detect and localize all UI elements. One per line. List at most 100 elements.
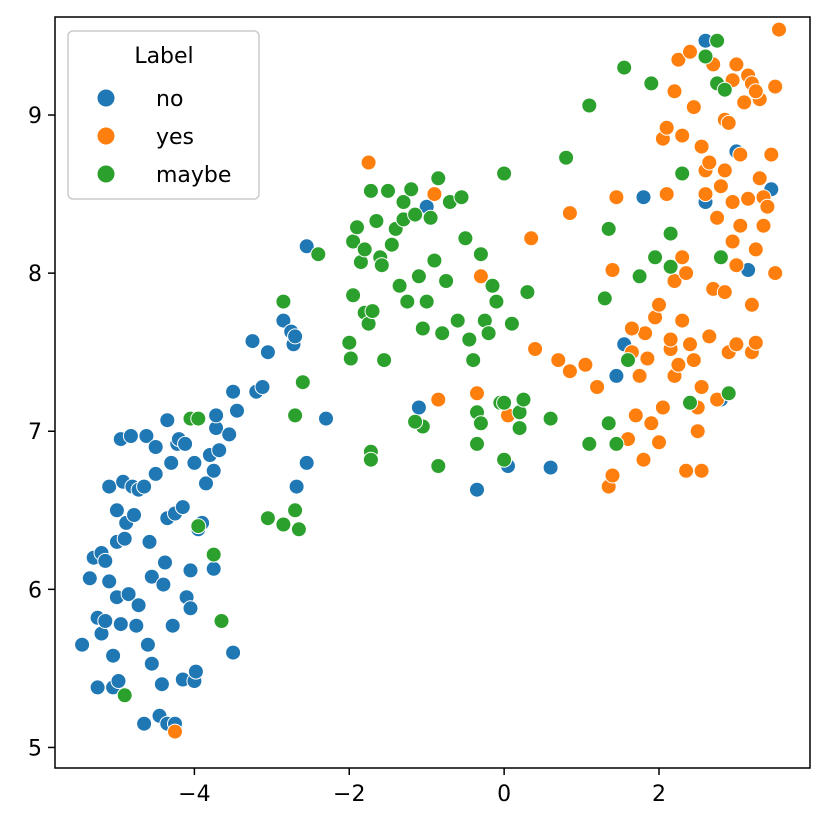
point-maybe-16 — [345, 287, 362, 304]
point-no-69 — [221, 426, 238, 443]
point-no-82 — [298, 238, 315, 255]
point-yes-3 — [430, 391, 447, 408]
point-yes-53 — [716, 284, 733, 301]
x-tick-label: −2 — [333, 782, 365, 807]
point-no-22 — [120, 586, 137, 603]
point-maybe-39 — [414, 320, 431, 337]
point-yes-62 — [736, 94, 753, 111]
point-no-9 — [101, 478, 118, 495]
point-yes-20 — [627, 407, 644, 424]
point-maybe-51 — [465, 352, 482, 369]
legend-marker-maybe — [96, 164, 116, 184]
point-maybe-5 — [213, 613, 230, 629]
point-yes-61 — [732, 146, 749, 163]
point-no-32 — [139, 636, 156, 653]
point-maybe-37 — [407, 206, 424, 223]
point-maybe-6 — [259, 510, 276, 527]
point-no-75 — [254, 379, 271, 395]
point-yes-76 — [771, 21, 787, 38]
point-maybe-47 — [449, 312, 466, 329]
point-no-23 — [122, 428, 139, 444]
point-maybe-93 — [496, 451, 513, 468]
point-maybe-18 — [349, 219, 365, 236]
point-maybe-48 — [453, 189, 470, 206]
point-yes-67 — [747, 334, 764, 351]
point-no-77 — [275, 312, 292, 329]
point-yes-79 — [674, 127, 691, 144]
point-no-40 — [155, 576, 172, 593]
point-no-67 — [208, 407, 225, 424]
point-yes-21 — [631, 367, 648, 384]
point-maybe-83 — [697, 48, 714, 65]
point-maybe-41 — [422, 209, 439, 226]
point-yes-81 — [682, 43, 698, 60]
point-maybe-9 — [287, 502, 304, 519]
plot-frame — [54, 16, 811, 769]
point-no-29 — [136, 715, 153, 732]
point-yes-82 — [693, 138, 710, 155]
point-yes-11 — [561, 205, 578, 222]
point-yes-68 — [747, 241, 764, 258]
point-maybe-87 — [716, 81, 733, 98]
point-yes-93 — [720, 114, 737, 131]
point-yes-31 — [658, 119, 675, 136]
point-maybe-95 — [362, 451, 379, 468]
point-no-37 — [147, 465, 164, 482]
point-no-10 — [101, 573, 118, 590]
point-yes-89 — [751, 170, 768, 187]
x-tick-label: 2 — [652, 782, 666, 807]
point-yes-56 — [724, 233, 741, 250]
point-no-64 — [205, 462, 222, 479]
point-maybe-62 — [511, 420, 528, 437]
point-no-27 — [130, 597, 147, 614]
point-maybe-85 — [709, 32, 726, 49]
point-maybe-67 — [558, 149, 575, 166]
point-maybe-74 — [616, 59, 633, 76]
point-no-86 — [410, 399, 427, 416]
point-maybe-92 — [469, 435, 485, 452]
point-no-72 — [229, 402, 245, 419]
point-maybe-77 — [643, 75, 660, 92]
points-layer — [74, 21, 787, 740]
point-maybe-13 — [310, 246, 327, 263]
point-maybe-3 — [190, 410, 207, 427]
point-maybe-70 — [596, 290, 613, 307]
point-yes-48 — [701, 328, 718, 345]
point-maybe-88 — [720, 385, 737, 402]
point-maybe-8 — [275, 293, 292, 310]
point-no-0 — [74, 636, 91, 653]
point-maybe-78 — [647, 249, 664, 266]
point-no-84 — [318, 410, 334, 427]
point-yes-12 — [577, 356, 594, 373]
point-yes-15 — [604, 467, 621, 484]
point-yes-10 — [561, 363, 578, 380]
point-yes-73 — [763, 146, 780, 163]
point-yes-25 — [643, 415, 660, 432]
point-yes-29 — [654, 399, 671, 416]
legend-label-no: no — [156, 87, 183, 112]
point-maybe-36 — [403, 181, 420, 198]
point-maybe-40 — [418, 293, 435, 310]
y-tick-label: 6 — [28, 578, 42, 603]
point-maybe-71 — [600, 220, 617, 237]
point-maybe-0 — [116, 687, 133, 704]
point-maybe-7 — [275, 516, 292, 533]
point-yes-71 — [755, 217, 772, 234]
point-yes-41 — [685, 352, 702, 369]
point-maybe-32 — [391, 277, 408, 294]
x-tick-label: 0 — [497, 782, 511, 807]
point-yes-37 — [674, 249, 691, 266]
point-yes-86 — [728, 56, 745, 73]
point-no-56 — [182, 562, 199, 579]
legend-marker-yes — [96, 126, 116, 146]
point-no-16 — [110, 673, 127, 689]
point-maybe-38 — [410, 268, 427, 285]
point-no-59 — [187, 663, 204, 680]
point-maybe-69 — [581, 97, 598, 114]
point-maybe-80 — [662, 225, 679, 242]
point-maybe-55 — [480, 325, 497, 342]
x-tick-label: −4 — [178, 782, 210, 807]
point-maybe-29 — [380, 182, 396, 199]
point-maybe-60 — [496, 165, 513, 182]
